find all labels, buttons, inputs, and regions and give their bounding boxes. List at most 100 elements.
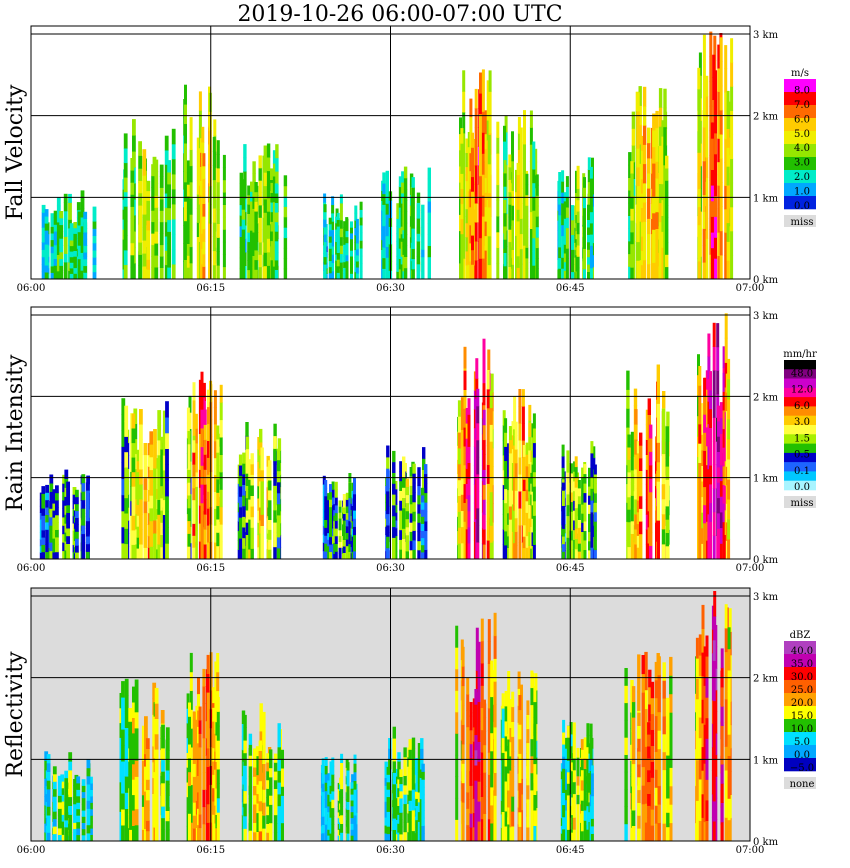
heatmap-cell [386, 818, 390, 827]
heatmap-cell [134, 728, 139, 745]
heatmap-cell [350, 273, 353, 279]
heatmap-cell [588, 531, 591, 542]
heatmap-cell [467, 510, 471, 528]
heatmap-cell [565, 258, 569, 270]
heatmap-cell [202, 153, 206, 167]
heatmap-cell [283, 227, 288, 239]
heatmap-cell [638, 86, 642, 106]
heatmap-cell [53, 258, 58, 266]
heatmap-cell [714, 132, 718, 155]
heatmap-cell [722, 428, 726, 448]
heatmap-cell [576, 211, 580, 223]
heatmap-cell [561, 467, 565, 480]
heatmap-cell [705, 370, 709, 390]
heatmap-cell [154, 733, 159, 750]
heatmap-cell [465, 138, 469, 153]
heatmap-cell [216, 505, 220, 520]
heatmap-cell [254, 249, 258, 261]
heatmap-cell [52, 489, 57, 497]
heatmap-cell [523, 262, 526, 279]
heatmap-cell [727, 499, 731, 520]
heatmap-cell [511, 205, 514, 221]
heatmap-cell [655, 245, 659, 263]
heatmap-cell [86, 800, 91, 809]
heatmap-cell [187, 443, 191, 458]
heatmap-cell [206, 803, 210, 823]
heatmap-cell [350, 823, 354, 830]
heatmap-cell [56, 230, 61, 239]
heatmap-cell [184, 123, 187, 144]
heatmap-cell [129, 759, 133, 772]
legend-unit: m/s [791, 68, 809, 79]
heatmap-cell [726, 109, 730, 129]
heatmap-cell [201, 142, 205, 158]
heatmap-cell [252, 220, 256, 233]
heatmap-cell [724, 115, 728, 140]
heatmap-cell [153, 520, 157, 534]
heatmap-cell [187, 469, 191, 483]
heatmap-cell [462, 70, 466, 92]
heatmap-cell [474, 260, 478, 279]
heatmap-cell [41, 522, 46, 531]
heatmap-cell [634, 469, 638, 485]
heatmap-cell [192, 487, 196, 501]
heatmap-cell [698, 366, 702, 386]
heatmap-cell [462, 174, 466, 196]
heatmap-cell [164, 207, 169, 223]
heatmap-cell [197, 808, 200, 826]
heatmap-cell [523, 110, 526, 128]
heatmap-cell [238, 538, 243, 550]
heatmap-cell [583, 483, 587, 494]
heatmap-cell [250, 474, 254, 486]
heatmap-cell [571, 212, 574, 221]
heatmap-cell [329, 817, 333, 826]
heatmap-cell [487, 235, 491, 251]
heatmap-cell [273, 423, 277, 438]
heatmap-cell [583, 217, 586, 229]
heatmap-cell [359, 255, 363, 264]
heatmap-cell [157, 529, 162, 545]
heatmap-cell [532, 428, 536, 444]
heatmap-cell [462, 195, 466, 217]
heatmap-cell [467, 526, 471, 544]
heatmap-cell [254, 191, 258, 202]
heatmap-cell [164, 150, 169, 165]
heatmap-cell [198, 469, 202, 488]
heatmap-cell [581, 531, 585, 542]
heatmap-cell [359, 263, 363, 272]
heatmap-cell [719, 158, 723, 183]
heatmap-cell [124, 451, 129, 468]
heatmap-cell [75, 531, 79, 539]
heatmap-cell [324, 543, 328, 552]
heatmap-cell [124, 776, 129, 793]
heatmap-cell [345, 230, 349, 238]
heatmap-cell [86, 808, 91, 818]
heatmap-cell [202, 253, 206, 267]
heatmap-cell [206, 508, 210, 526]
heatmap-cell [508, 254, 512, 267]
heatmap-cell [195, 773, 199, 788]
legend-swatch [784, 415, 816, 426]
heatmap-cell [697, 134, 701, 153]
heatmap-cell [465, 513, 469, 530]
heatmap-cell [354, 220, 358, 229]
heatmap-cell [266, 779, 270, 789]
heatmap-cell [76, 776, 81, 784]
heatmap-cell [457, 463, 461, 481]
heatmap-cell [508, 439, 512, 454]
heatmap-cell [149, 431, 154, 445]
heatmap-cell [394, 819, 399, 828]
heatmap-cell [55, 514, 59, 523]
heatmap-cell [471, 191, 474, 207]
heatmap-cell [420, 551, 425, 559]
heatmap-cell [262, 711, 266, 726]
heatmap-cell [719, 433, 723, 450]
heatmap-cell [514, 504, 518, 519]
heatmap-cell [331, 535, 335, 544]
fall-velocity-heatmap-cells [41, 31, 734, 279]
heatmap-cell [165, 830, 170, 841]
heatmap-cell [139, 544, 143, 559]
heatmap-cell [411, 187, 415, 198]
heatmap-cell [124, 467, 129, 483]
heatmap-cell [563, 200, 567, 211]
